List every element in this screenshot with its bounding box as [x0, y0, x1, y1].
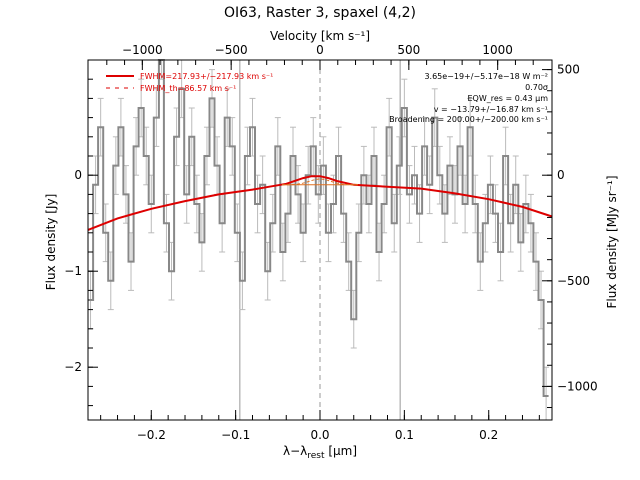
- legend: FWHM=217.93+/−217.93 km s⁻¹ FWHM_th=86.5…: [106, 72, 273, 93]
- y-tick-label: −1: [64, 264, 82, 278]
- annotations: 3.65e−19+/−5.17e−18 W m⁻² 0.70σ EQW_res …: [389, 72, 548, 124]
- y-tick-label: 0: [74, 168, 82, 182]
- annotation-velocity: v = −13.79+/−16.87 km s⁻¹: [434, 105, 548, 114]
- annotation-sigma: 0.70σ: [525, 83, 548, 92]
- vel-tick-label: −500: [215, 43, 248, 57]
- y2-tick-label: 500: [557, 63, 580, 77]
- series-line-fit: [87, 175, 553, 231]
- tick-labels: −0.2 −0.1 0.0 0.1 0.2 −1000 −500 0 500 1000 −2 −1 0 5…: [64, 43, 597, 442]
- vel-tick-label: 1000: [482, 43, 513, 57]
- annotation-broadening: Broadening = 200.00+/−200.00 km s⁻¹: [389, 115, 548, 124]
- x-tick-label: −0.1: [221, 428, 250, 442]
- annotation-flux: 3.65e−19+/−5.17e−18 W m⁻²: [424, 72, 548, 81]
- chart-title: OI63, Raster 3, spaxel (4,2): [224, 5, 416, 21]
- top-axis-label: Velocity [km s⁻¹]: [270, 29, 370, 43]
- x-tick-label: 0.1: [395, 428, 414, 442]
- y2-tick-label: 0: [557, 168, 565, 182]
- annotation-eqw: EQW_res = 0.43 μm: [468, 94, 549, 103]
- legend-label-thermal: FWHM_th=86.57 km s⁻¹: [140, 84, 236, 93]
- axes: [87, 59, 553, 421]
- vel-tick-label: 0: [316, 43, 324, 57]
- y2-axis-label: Flux density [MJy sr⁻¹]: [605, 175, 619, 308]
- x-axis-label: λ−λrest [μm]: [283, 444, 357, 461]
- x-tick-label: 0.2: [479, 428, 498, 442]
- legend-label-fit: FWHM=217.93+/−217.93 km s⁻¹: [140, 72, 273, 81]
- x-tick-label: 0.0: [310, 428, 329, 442]
- series-group: [87, 59, 553, 397]
- vel-tick-label: 500: [397, 43, 420, 57]
- y2-tick-label: −1000: [557, 379, 598, 393]
- vel-tick-label: −1000: [122, 43, 163, 57]
- x-tick-label: −0.2: [137, 428, 166, 442]
- y-tick-label: −2: [64, 360, 82, 374]
- y2-tick-label: −500: [557, 274, 590, 288]
- y-axis-label: Flux density [Jy]: [44, 194, 58, 291]
- series-line-spectrum: [88, 59, 549, 397]
- error-bars: [87, 59, 550, 421]
